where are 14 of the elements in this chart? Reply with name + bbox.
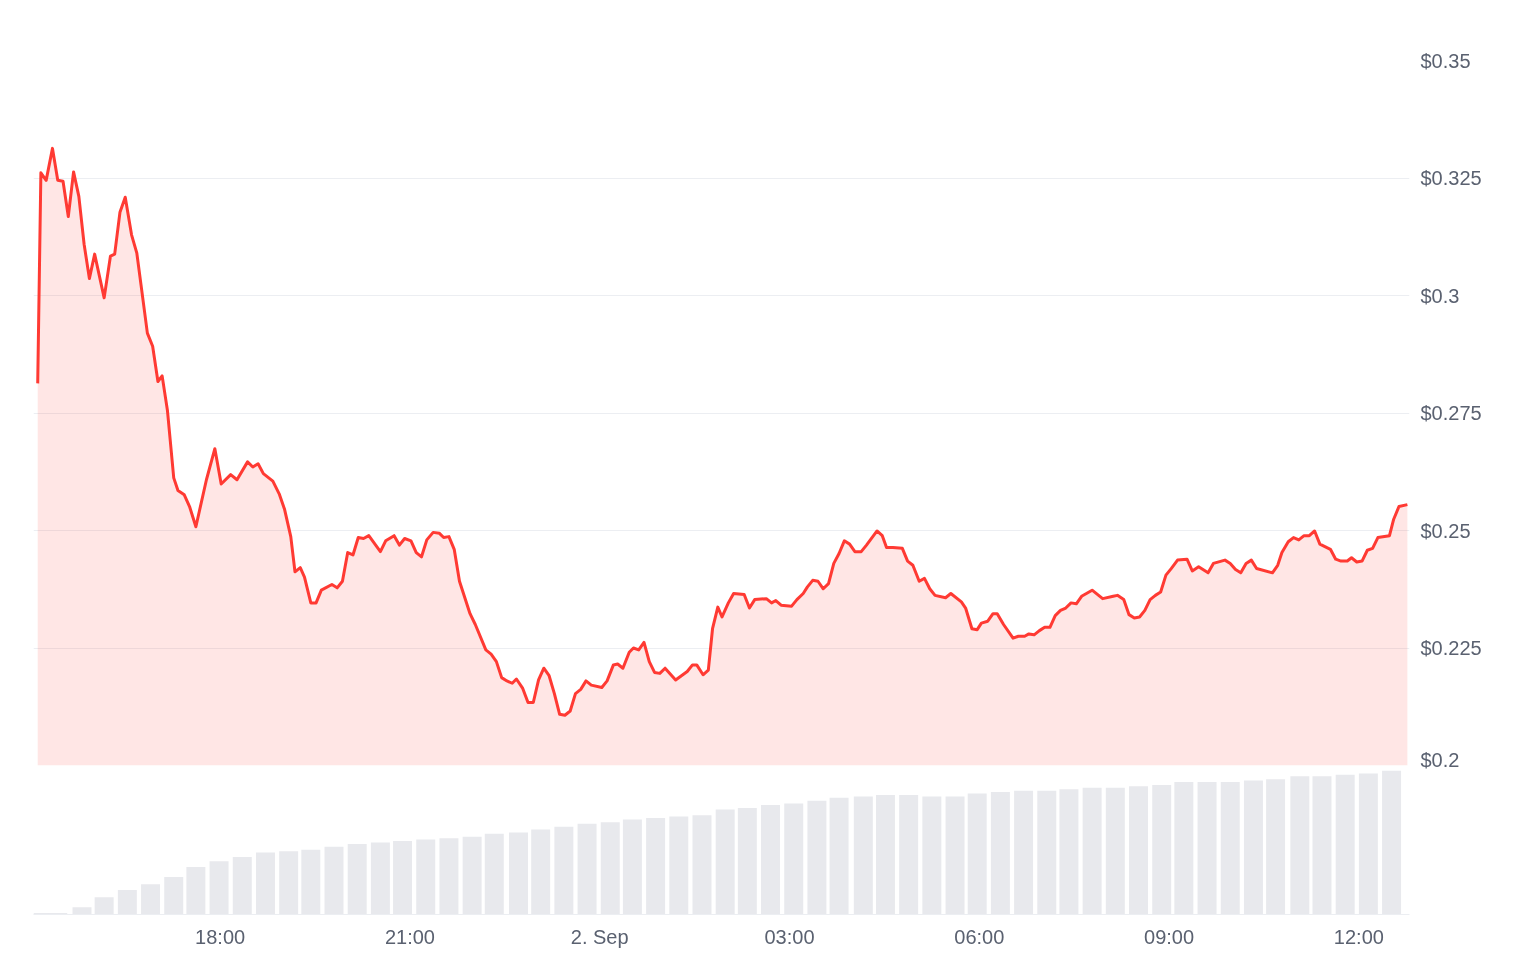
x-tick-label: 12:00 [1333, 925, 1384, 948]
y-tick-label: $0.25 [1420, 519, 1471, 542]
x-tick-label: 03:00 [764, 925, 815, 948]
y-tick-label: $0.325 [1420, 167, 1482, 189]
x-tick-label: 21:00 [384, 925, 435, 948]
y-tick-label: $0.225 [1420, 637, 1482, 659]
y-tick-label: $0.3 [1420, 284, 1460, 307]
x-tick-label: 18:00 [195, 925, 246, 948]
x-tick-label: 09:00 [1144, 925, 1195, 948]
x-tick-label: 2. Sep [570, 925, 629, 948]
x-tick-label: 06:00 [954, 925, 1005, 948]
y-tick-label: $0.2 [1420, 748, 1460, 771]
y-tick-label: $0.275 [1420, 402, 1482, 424]
y-tick-label: $0.35 [1420, 49, 1471, 72]
